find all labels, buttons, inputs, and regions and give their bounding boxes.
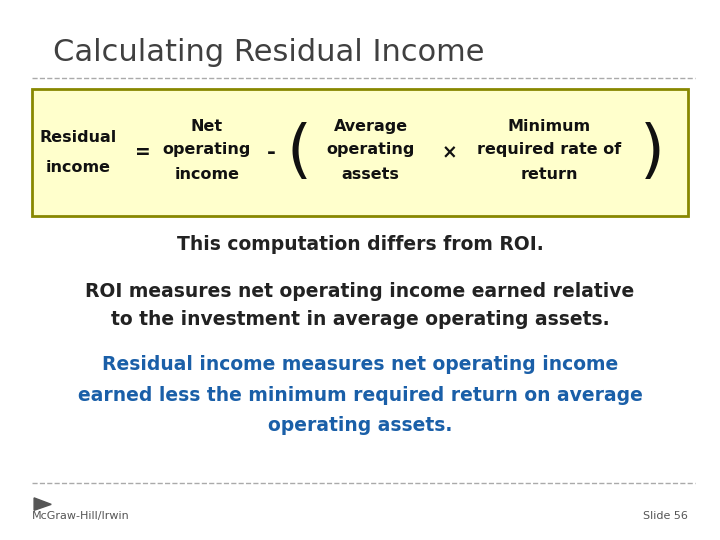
Text: Minimum: Minimum [508,119,590,134]
Text: assets: assets [342,167,400,181]
Polygon shape [34,498,51,510]
Text: Slide 56: Slide 56 [643,511,688,521]
FancyBboxPatch shape [32,89,688,216]
Text: Calculating Residual Income: Calculating Residual Income [53,38,485,67]
Text: ): ) [640,122,665,184]
Text: operating assets.: operating assets. [268,416,452,435]
Text: ×: × [441,143,457,162]
Text: Residual: Residual [40,131,117,145]
Text: return: return [521,167,577,181]
Text: (: ( [287,122,312,184]
Text: This computation differs from ROI.: This computation differs from ROI. [176,234,544,254]
Text: income: income [174,167,239,181]
Text: to the investment in average operating assets.: to the investment in average operating a… [111,310,609,329]
Text: Average: Average [333,119,408,134]
Text: -: - [266,143,275,163]
Text: required rate of: required rate of [477,142,621,157]
Text: Residual income measures net operating income: Residual income measures net operating i… [102,355,618,374]
Text: earned less the minimum required return on average: earned less the minimum required return … [78,386,642,405]
Text: ROI measures net operating income earned relative: ROI measures net operating income earned… [86,282,634,301]
Text: operating: operating [326,142,415,157]
Text: =: = [135,143,150,162]
Text: Net: Net [191,119,222,134]
Text: income: income [46,160,111,174]
Text: operating: operating [163,142,251,157]
Text: McGraw-Hill/Irwin: McGraw-Hill/Irwin [32,511,130,521]
